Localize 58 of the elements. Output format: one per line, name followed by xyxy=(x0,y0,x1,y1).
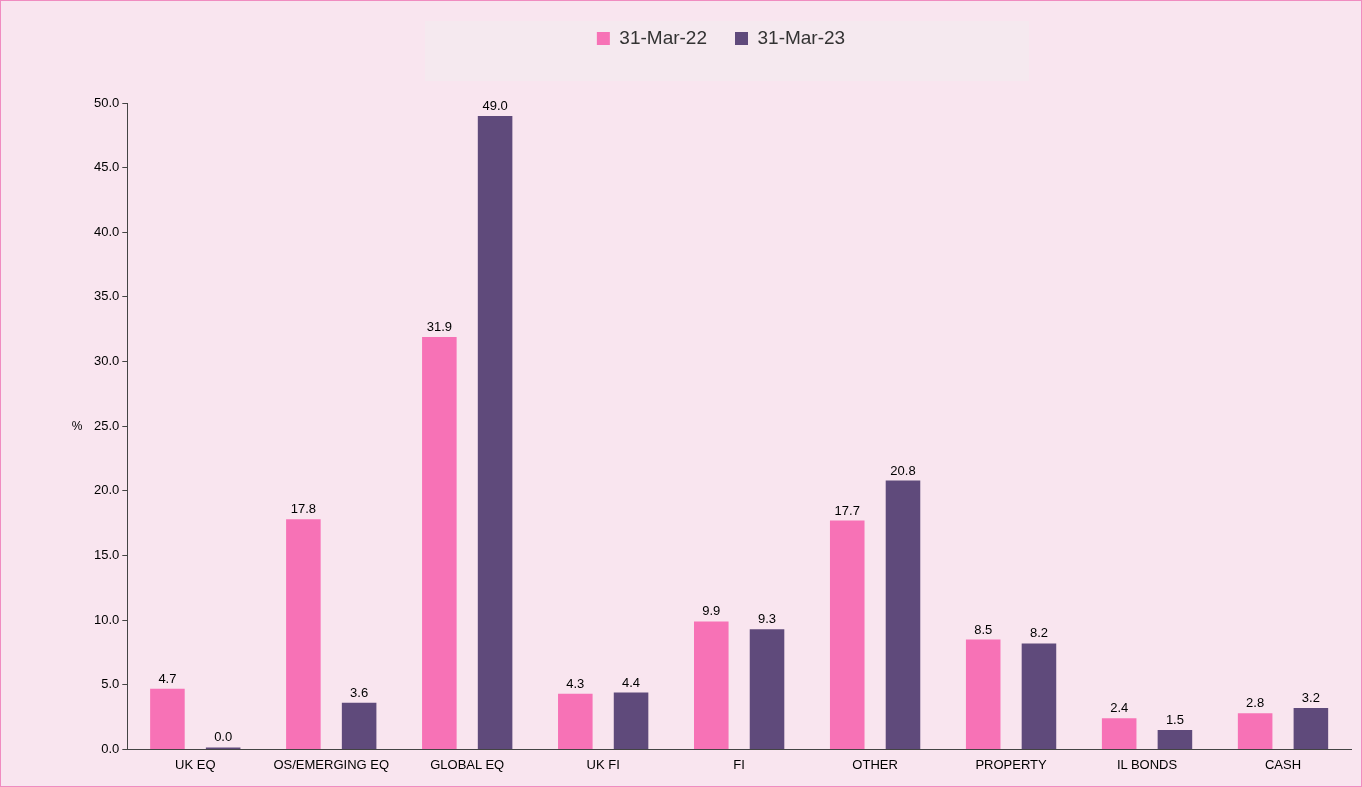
y-tick-label: 5.0 xyxy=(101,676,120,692)
bar xyxy=(1237,713,1273,749)
bar xyxy=(1021,643,1057,749)
bar xyxy=(613,692,649,749)
bar xyxy=(829,520,865,749)
x-tick-label: OTHER xyxy=(852,756,898,772)
y-tick-label: 40.0 xyxy=(93,223,120,239)
legend-label: 31-Mar-22 xyxy=(619,26,708,48)
bar xyxy=(477,115,513,749)
bar xyxy=(1293,708,1329,749)
y-tick-label: 0.0 xyxy=(101,740,120,756)
bar xyxy=(422,337,457,749)
y-tick-label: 20.0 xyxy=(93,482,120,498)
x-tick-label: IL BONDS xyxy=(1116,756,1178,772)
bar xyxy=(1157,730,1193,749)
data-label: 2.4 xyxy=(1110,700,1129,716)
bar xyxy=(1101,718,1137,749)
bar xyxy=(286,519,321,749)
x-tick-label: OS/EMERGING EQ xyxy=(273,756,390,772)
y-tick-label: 25.0 xyxy=(93,417,120,433)
y-axis-title: % xyxy=(71,418,83,433)
data-label: 8.5 xyxy=(974,621,993,637)
data-label: 0.0 xyxy=(214,729,233,745)
bar xyxy=(694,621,729,749)
data-label: 9.9 xyxy=(702,603,721,619)
bar xyxy=(558,693,593,749)
legend-label: 31-Mar-23 xyxy=(757,26,846,48)
bar xyxy=(885,480,921,749)
bar xyxy=(749,629,785,749)
data-label: 4.4 xyxy=(622,674,641,690)
y-tick-label: 15.0 xyxy=(93,547,120,563)
bar xyxy=(150,688,185,749)
bar xyxy=(965,639,1001,749)
y-tick-label: 50.0 xyxy=(93,94,120,110)
x-tick-label: CASH xyxy=(1264,756,1302,772)
data-label: 3.2 xyxy=(1301,690,1320,706)
data-label: 31.9 xyxy=(426,319,452,335)
x-tick-label: UK EQ xyxy=(175,756,216,772)
bar xyxy=(341,702,377,749)
x-tick-label: FI xyxy=(733,756,745,772)
data-label: 2.8 xyxy=(1246,695,1265,711)
y-tick-label: 35.0 xyxy=(93,288,120,304)
data-label: 8.2 xyxy=(1029,625,1048,641)
data-label: 4.7 xyxy=(158,670,177,686)
y-tick-label: 10.0 xyxy=(93,611,120,627)
y-tick-label: 45.0 xyxy=(93,159,120,175)
y-tick-label: 30.0 xyxy=(93,353,120,369)
data-label: 17.7 xyxy=(834,502,860,518)
data-label: 17.8 xyxy=(290,501,317,517)
x-tick-label: GLOBAL EQ xyxy=(430,756,505,772)
data-label: 1.5 xyxy=(1165,712,1184,728)
x-tick-label: UK FI xyxy=(586,756,620,772)
data-label: 3.6 xyxy=(350,684,369,700)
data-label: 9.3 xyxy=(757,611,777,627)
data-label: 49.0 xyxy=(482,98,508,114)
data-label: 20.8 xyxy=(890,462,916,478)
data-label: 4.3 xyxy=(566,675,585,691)
x-tick-label: PROPERTY xyxy=(975,756,1048,772)
